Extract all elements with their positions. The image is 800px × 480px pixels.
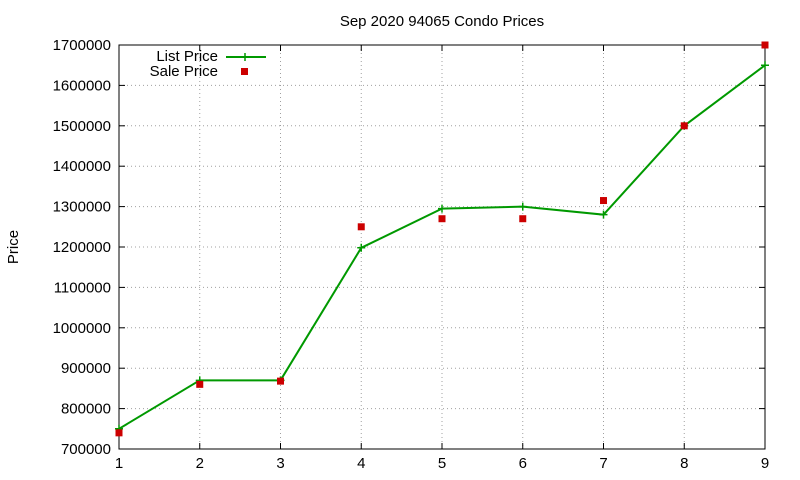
legend-label-sale-price: Sale Price — [150, 63, 218, 80]
sale-price-point — [115, 429, 123, 437]
y-tick-label: 1200000 — [53, 239, 111, 256]
y-tick-label: 1400000 — [53, 158, 111, 175]
y-tick-label: 1600000 — [53, 77, 111, 94]
y-tick-label: 1000000 — [53, 320, 111, 337]
legend-marker-list-price — [241, 53, 249, 61]
data-series — [115, 41, 769, 437]
axis-ticks: 700000 800000 900000 1000000 1100000 1200000 1… — [53, 37, 770, 472]
list-price-point — [761, 61, 769, 70]
sale-price-point — [519, 215, 527, 223]
sale-price-point — [277, 377, 284, 385]
x-tick-label: 3 — [276, 455, 284, 472]
x-tick-label: 4 — [357, 455, 365, 472]
sale-price-point — [680, 122, 688, 130]
list-price-point — [357, 243, 366, 252]
sale-price-point — [357, 223, 365, 231]
x-tick-label: 8 — [680, 455, 688, 472]
y-tick-label: 900000 — [61, 360, 111, 377]
y-tick-label: 700000 — [61, 441, 111, 458]
x-tick-label: 2 — [196, 455, 204, 472]
sale-price-point — [600, 197, 607, 205]
x-tick-label: 7 — [599, 455, 607, 472]
chart-title: Sep 2020 94065 Condo Prices — [340, 13, 544, 30]
x-tick-label: 9 — [761, 455, 769, 472]
legend-label-list-price: List Price — [156, 48, 218, 65]
legend-marker-sale-price — [241, 68, 248, 75]
x-tick-label: 6 — [519, 455, 527, 472]
legend: List Price Sale Price — [150, 48, 266, 80]
sale-price-point — [196, 380, 204, 388]
y-tick-label: 1100000 — [54, 279, 111, 296]
x-tick-label: 1 — [115, 455, 123, 472]
y-tick-label: 800000 — [61, 401, 111, 418]
grid-lines — [119, 45, 765, 449]
sale-price-point — [761, 41, 769, 49]
sale-price-point — [438, 215, 446, 223]
y-tick-label: 1300000 — [53, 199, 111, 216]
list-price-point — [518, 202, 527, 211]
y-tick-label: 1700000 — [53, 37, 111, 54]
y-axis-label: Price — [5, 230, 22, 264]
list-price-point — [599, 210, 608, 219]
y-tick-label: 1500000 — [53, 118, 111, 135]
list-price-point — [438, 204, 446, 213]
x-tick-label: 5 — [438, 455, 446, 472]
